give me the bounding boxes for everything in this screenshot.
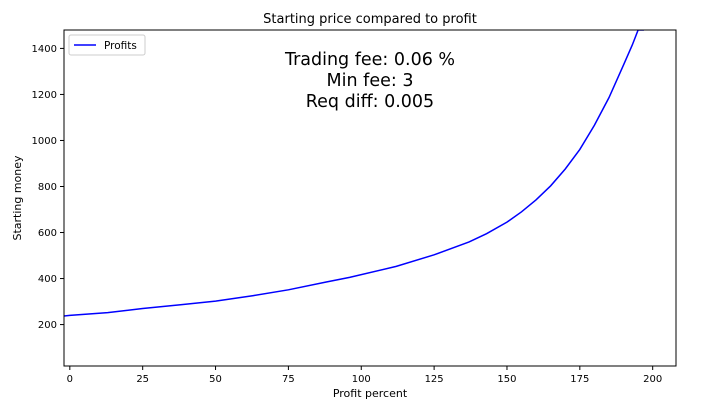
chart-title: Starting price compared to profit bbox=[263, 12, 477, 27]
x-tick-label: 100 bbox=[352, 374, 371, 385]
x-tick-label: 25 bbox=[136, 374, 149, 385]
y-tick-label: 800 bbox=[38, 182, 57, 193]
y-tick-label: 600 bbox=[38, 228, 57, 239]
annotation-trading-fee: Trading fee: 0.06 % bbox=[284, 50, 455, 70]
fee-annotation: Trading fee: 0.06 % Min fee: 3 Req diff:… bbox=[284, 50, 455, 112]
annotation-min-fee: Min fee: 3 bbox=[327, 71, 414, 91]
x-axis-label: Profit percent bbox=[333, 387, 408, 400]
y-tick-label: 400 bbox=[38, 274, 57, 285]
y-tick-label: 1200 bbox=[32, 90, 57, 101]
x-tick-label: 75 bbox=[282, 374, 295, 385]
plot-frame bbox=[63, 29, 677, 367]
x-tick-label: 200 bbox=[643, 374, 662, 385]
x-tick-label: 175 bbox=[570, 374, 589, 385]
y-axis-label: Starting money bbox=[11, 155, 24, 241]
legend: Profits bbox=[68, 34, 146, 56]
y-tick-label: 1000 bbox=[32, 136, 57, 147]
legend-label-profits: Profits bbox=[104, 40, 137, 52]
legend-box bbox=[68, 34, 146, 56]
x-tick-label: 125 bbox=[425, 374, 444, 385]
x-tick-label: 50 bbox=[209, 374, 222, 385]
y-tick-label: 200 bbox=[38, 320, 57, 331]
x-tick-label: 0 bbox=[67, 374, 73, 385]
series-line-profits bbox=[64, 30, 644, 317]
axis-ticks: 0 25 50 75 100 125 150 175 200 200 400 600 800 1000 12… bbox=[32, 44, 663, 385]
y-tick-label: 1400 bbox=[32, 44, 57, 55]
plot-area bbox=[64, 30, 644, 317]
x-tick-label: 150 bbox=[497, 374, 516, 385]
annotation-req-diff: Req diff: 0.005 bbox=[306, 92, 434, 112]
